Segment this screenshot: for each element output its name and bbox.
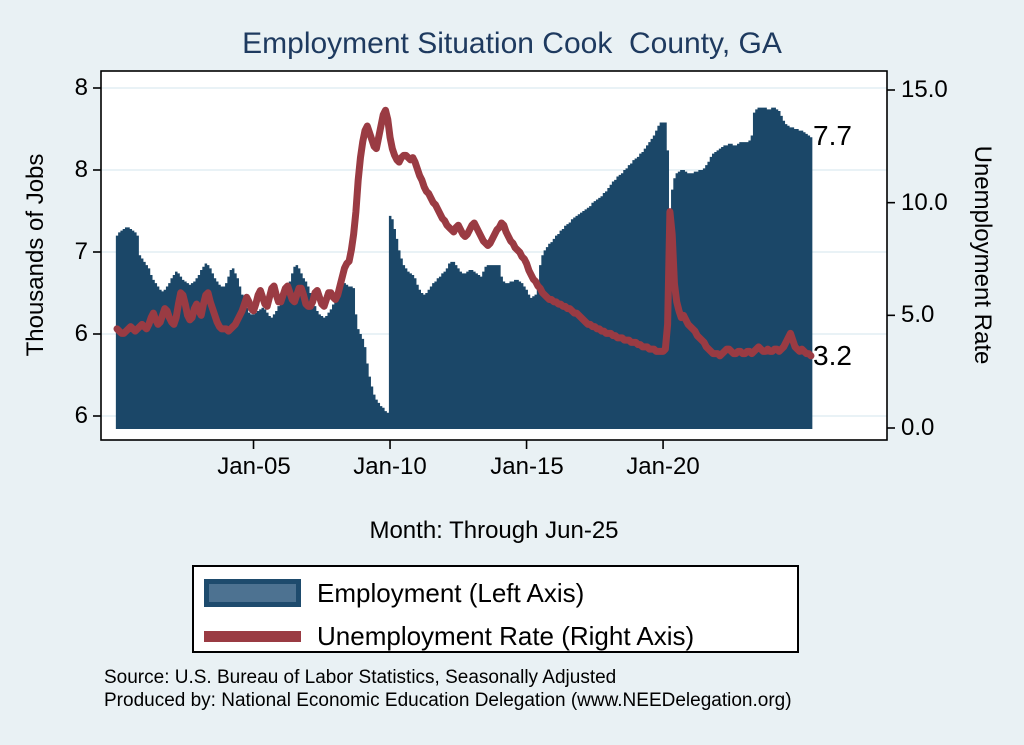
left-tick-label: 8 bbox=[74, 156, 88, 183]
last-employment-value-label: 7.7 bbox=[813, 120, 852, 151]
last-unemployment-value-label: 3.2 bbox=[813, 340, 852, 371]
produced-by-note: Produced by: National Economic Education… bbox=[104, 690, 792, 711]
chart-title: Employment Situation Cook County, GA bbox=[242, 27, 782, 60]
x-tick-label: Jan-10 bbox=[353, 453, 427, 480]
left-axis-title: Thousands of Jobs bbox=[22, 153, 49, 357]
plot-border bbox=[100, 70, 888, 441]
right-tick-label: 15.0 bbox=[901, 76, 948, 103]
chart-canvas bbox=[93, 70, 895, 449]
x-tick-label: Jan-20 bbox=[626, 453, 700, 480]
employment-swatch-icon bbox=[204, 579, 301, 607]
right-tick-label: 5.0 bbox=[901, 301, 935, 328]
unemployment-swatch-icon bbox=[204, 631, 301, 642]
axis-ticks bbox=[93, 87, 895, 449]
source-note: Source: U.S. Bureau of Labor Statistics,… bbox=[104, 667, 617, 688]
right-axis-title: Unemployment Rate bbox=[969, 145, 996, 365]
left-tick-label: 6 bbox=[74, 402, 88, 429]
x-tick-label: Jan-15 bbox=[490, 453, 564, 480]
right-tick-label: 0.0 bbox=[901, 414, 935, 441]
plot-area bbox=[80, 60, 920, 460]
unemployment-rate-line bbox=[113, 106, 815, 360]
x-axis-title: Month: Through Jun-25 bbox=[369, 517, 619, 544]
legend-label-unemployment: Unemployment Rate (Right Axis) bbox=[317, 621, 695, 651]
legend-label-employment: Employment (Left Axis) bbox=[317, 578, 585, 608]
left-tick-label: 8 bbox=[74, 74, 88, 101]
left-tick-label: 6 bbox=[74, 320, 88, 347]
employment-bars bbox=[115, 107, 813, 430]
x-tick-label: Jan-05 bbox=[217, 453, 291, 480]
right-tick-label: 10.0 bbox=[901, 189, 948, 216]
left-tick-label: 7 bbox=[74, 238, 88, 265]
